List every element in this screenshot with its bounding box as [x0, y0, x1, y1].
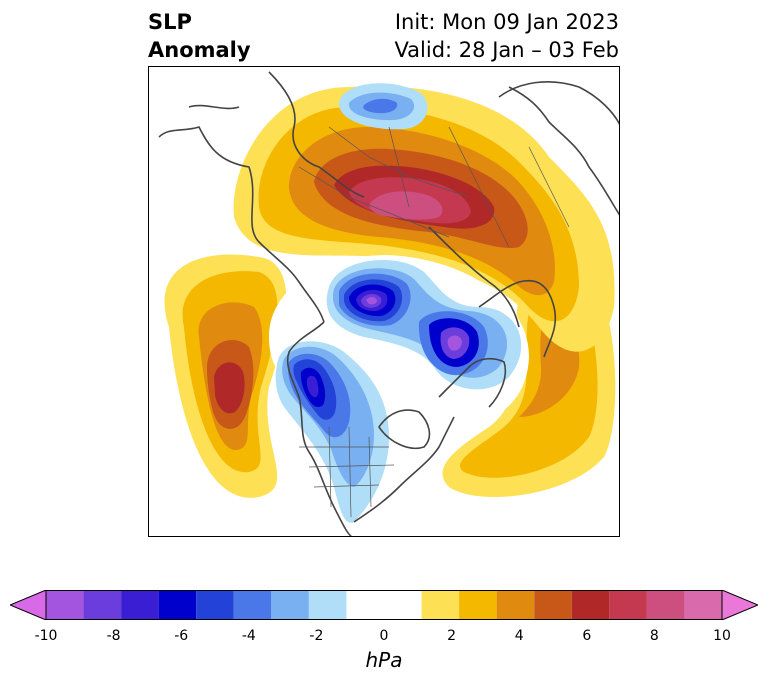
colorbar-cell — [609, 590, 647, 620]
map-panel — [148, 66, 620, 537]
colorbar-cell — [421, 590, 460, 620]
title-left: SLP Anomaly — [148, 8, 251, 64]
anomaly-map — [158, 71, 619, 536]
colorbar-cell — [496, 590, 535, 620]
title-variable: SLP — [148, 10, 192, 34]
colorbar-tick-label: 6 — [582, 628, 592, 644]
colorbar-cell — [459, 590, 497, 620]
colorbar-tick-label: 8 — [649, 628, 659, 644]
arctic-low-8 — [366, 297, 377, 305]
colorbar-cell — [158, 590, 197, 620]
colorbar-cell — [83, 590, 122, 620]
colorbar-tick-label: 4 — [514, 628, 524, 644]
colorbar-tick-label: -2 — [309, 628, 324, 644]
init-date: Init: Mon 09 Jan 2023 — [394, 10, 619, 34]
colorbar-cell — [646, 590, 685, 620]
colorbar-cell — [571, 590, 610, 620]
colorbar-tick-label: -8 — [106, 628, 121, 644]
colorbar-cell — [346, 590, 422, 620]
siberia-low-4 — [447, 335, 462, 351]
colorbar-extend-low — [10, 590, 47, 620]
colorbar-frame — [45, 590, 723, 620]
colorbar-cell — [308, 590, 347, 620]
colorbar-tick-label: 10 — [713, 628, 731, 644]
colorbar-cell — [534, 590, 572, 620]
pacific-high-5 — [214, 362, 245, 414]
colorbar-tick-label: -10 — [34, 628, 58, 644]
colorbar — [10, 590, 758, 620]
colorbar-cell — [196, 590, 234, 620]
colorbar-tick-label: 2 — [447, 628, 457, 644]
colorbar-cells — [10, 590, 758, 620]
colorbar-units: hPa — [365, 648, 403, 672]
colorbar-tick-label: -6 — [174, 628, 189, 644]
colorbar-tick-label: -4 — [241, 628, 256, 644]
colorbar-cell — [684, 590, 722, 620]
colorbar-cell — [121, 590, 159, 620]
valid-range: Valid: 28 Jan – 03 Feb — [394, 38, 619, 62]
colorbar-cell — [233, 590, 272, 620]
title-subvariable: Anomaly — [148, 38, 251, 62]
borders — [298, 126, 570, 518]
colorbar-tick-label: 0 — [379, 628, 389, 644]
north-low-3 — [363, 98, 398, 114]
colorbar-cell — [271, 590, 309, 620]
na-low-6 — [307, 375, 319, 398]
title-right: Init: Mon 09 Jan 2023 Valid: 28 Jan – 03… — [394, 8, 619, 64]
colorbar-cell — [46, 590, 84, 620]
colorbar-extend-high — [721, 590, 758, 620]
coastlines — [158, 71, 619, 536]
